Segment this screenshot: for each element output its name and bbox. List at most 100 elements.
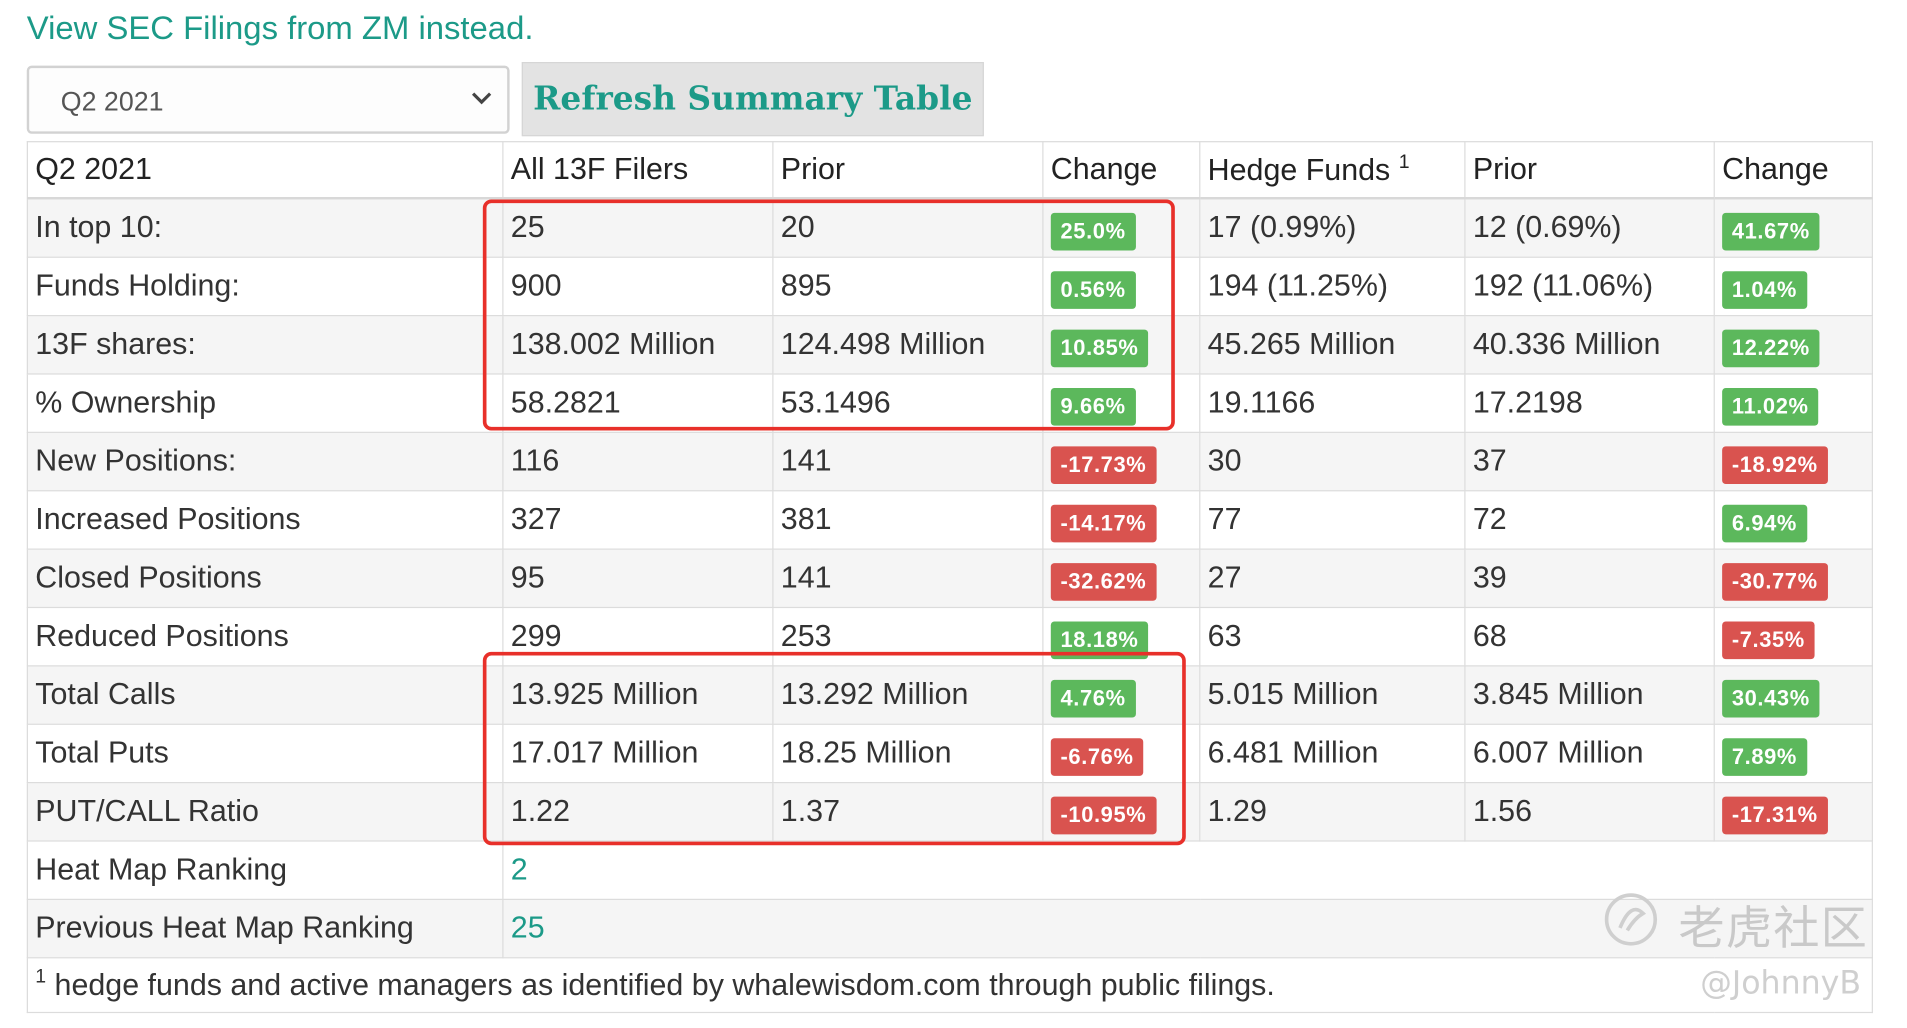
- hedge-funds-change-cell: 41.67%: [1713, 197, 1873, 258]
- hedge-funds-prior-value: 68: [1464, 606, 1715, 667]
- all-filers-value: 13.925 Million: [502, 665, 774, 725]
- hedge-funds-value: 5.015 Million: [1199, 665, 1466, 725]
- row-label: 13F shares:: [26, 314, 504, 375]
- hedge-funds-change-badge: 11.02%: [1722, 387, 1819, 426]
- hedge-funds-change-badge: 7.89%: [1722, 737, 1807, 776]
- header-hf-prior: Prior: [1464, 141, 1715, 200]
- previous-heat-map-ranking-label: Previous Heat Map Ranking: [26, 898, 504, 959]
- hedge-funds-prior-value: 40.336 Million: [1464, 314, 1715, 375]
- hedge-funds-prior-value: 3.845 Million: [1464, 665, 1715, 725]
- view-sec-filings-link[interactable]: View SEC Filings from ZM instead.: [26, 9, 534, 47]
- hedge-funds-value: 17 (0.99%): [1199, 197, 1466, 258]
- change-cell: -32.62%: [1042, 548, 1201, 609]
- hedge-funds-prior-value: 37: [1464, 431, 1715, 492]
- hedge-funds-prior-value: 6.007 Million: [1464, 723, 1715, 784]
- prior-value: 20: [772, 197, 1044, 258]
- prior-value: 13.292 Million: [772, 665, 1044, 725]
- hedge-funds-value: 30: [1199, 431, 1466, 492]
- change-cell: 9.66%: [1042, 373, 1201, 433]
- change-badge: -14.17%: [1050, 504, 1157, 542]
- hedge-funds-change-badge: -17.31%: [1722, 796, 1828, 834]
- table-row: Closed Positions 95 141 -32.62% 27 39 -30.77%: [26, 548, 1873, 609]
- table-row: Funds Holding: 900 895 0.56% 194 (11.25%) 192…: [26, 256, 1873, 317]
- hedge-funds-change-badge: 12.22%: [1722, 328, 1820, 367]
- row-label: New Positions:: [26, 431, 504, 492]
- quarter-select[interactable]: Q2 2021: [26, 65, 510, 134]
- header-change: Change: [1042, 141, 1201, 200]
- previous-heat-map-ranking-link[interactable]: 25: [510, 910, 545, 945]
- header-prior: Prior: [772, 141, 1044, 200]
- table-row: PUT/CALL Ratio 1.22 1.37 -10.95% 1.29 1.56 -17…: [26, 782, 1873, 842]
- summary-table: Q2 2021 All 13F Filers Prior Change Hedg…: [26, 141, 1873, 1014]
- heat-map-ranking-cell: 2: [502, 840, 1873, 900]
- change-badge: 9.66%: [1050, 387, 1136, 426]
- header-hf-change: Change: [1713, 141, 1873, 200]
- change-badge: 18.18%: [1050, 620, 1149, 659]
- change-badge: -6.76%: [1050, 737, 1144, 776]
- chevron-down-icon: [471, 92, 492, 105]
- watermark-logo-icon: [1604, 893, 1658, 946]
- footnote-text: hedge funds and active managers as ident…: [46, 968, 1275, 1003]
- hedge-funds-change-cell: -30.77%: [1713, 548, 1873, 609]
- quarter-select-value: Q2 2021: [60, 86, 164, 117]
- hedge-funds-value: 194 (11.25%): [1199, 256, 1466, 317]
- prior-value: 381: [772, 490, 1044, 550]
- hedge-funds-value: 1.29: [1199, 782, 1466, 842]
- prior-value: 53.1496: [772, 373, 1044, 433]
- hedge-funds-value: 77: [1199, 490, 1466, 550]
- header-hedge-funds: Hedge Funds 1: [1199, 141, 1466, 200]
- footnote-row: 1 hedge funds and active managers as ide…: [26, 957, 1873, 1014]
- change-badge: 25.0%: [1050, 212, 1136, 250]
- hedge-funds-change-cell: -18.92%: [1713, 431, 1873, 492]
- prior-value: 1.37: [772, 782, 1044, 842]
- hedge-funds-prior-value: 39: [1464, 548, 1715, 609]
- all-filers-value: 25: [502, 197, 774, 258]
- prior-value: 253: [772, 606, 1044, 667]
- row-label: In top 10:: [26, 197, 504, 258]
- all-filers-value: 58.2821: [502, 373, 774, 433]
- row-label: Increased Positions: [26, 490, 504, 550]
- prior-value: 141: [772, 548, 1044, 609]
- footnote: 1 hedge funds and active managers as ide…: [26, 957, 1873, 1014]
- hedge-funds-prior-value: 192 (11.06%): [1464, 256, 1715, 317]
- change-badge: -32.62%: [1050, 562, 1157, 601]
- table-row: % Ownership 58.2821 53.1496 9.66% 19.1166 17.…: [26, 373, 1873, 433]
- hedge-funds-change-badge: -18.92%: [1722, 445, 1828, 484]
- change-cell: 25.0%: [1042, 197, 1201, 258]
- prior-value: 124.498 Million: [772, 314, 1044, 375]
- hedge-funds-change-cell: 12.22%: [1713, 314, 1873, 375]
- row-label: % Ownership: [26, 373, 504, 433]
- prior-value: 18.25 Million: [772, 723, 1044, 784]
- previous-heat-map-ranking-row: Previous Heat Map Ranking 25: [26, 898, 1873, 959]
- hedge-funds-value: 63: [1199, 606, 1466, 667]
- hedge-funds-value: 19.1166: [1199, 373, 1466, 433]
- all-filers-value: 17.017 Million: [502, 723, 774, 784]
- hedge-funds-change-badge: -7.35%: [1722, 620, 1815, 659]
- row-label: PUT/CALL Ratio: [26, 782, 504, 842]
- heat-map-ranking-link[interactable]: 2: [510, 852, 528, 887]
- hedge-funds-change-cell: 7.89%: [1713, 723, 1873, 784]
- hedge-funds-prior-value: 17.2198: [1464, 373, 1715, 433]
- table-row: In top 10: 25 20 25.0% 17 (0.99%) 12 (0.69%) 4…: [26, 197, 1873, 258]
- header-all-13f-filers: All 13F Filers: [502, 141, 774, 200]
- header-quarter: Q2 2021: [26, 141, 504, 200]
- change-cell: 4.76%: [1042, 665, 1201, 725]
- hedge-funds-value: 27: [1199, 548, 1466, 609]
- change-badge: 0.56%: [1050, 270, 1136, 309]
- row-label: Total Calls: [26, 665, 504, 725]
- change-cell: -6.76%: [1042, 723, 1201, 784]
- table-row: Total Puts 17.017 Million 18.25 Million -6.…: [26, 723, 1873, 784]
- footnote-marker: 1: [1398, 151, 1410, 173]
- heat-map-ranking-row: Heat Map Ranking 2: [26, 840, 1873, 900]
- table-row: Increased Positions 327 381 -14.17% 77 72 6.94…: [26, 490, 1873, 550]
- header-hedge-funds-label: Hedge Funds: [1207, 152, 1391, 187]
- change-cell: 0.56%: [1042, 256, 1201, 317]
- table-header-row: Q2 2021 All 13F Filers Prior Change Hedg…: [26, 141, 1873, 200]
- all-filers-value: 95: [502, 548, 774, 609]
- hedge-funds-change-badge: 30.43%: [1722, 679, 1820, 717]
- row-label: Total Puts: [26, 723, 504, 784]
- refresh-summary-table-button[interactable]: Refresh Summary Table: [521, 62, 984, 137]
- all-filers-value: 116: [502, 431, 774, 492]
- row-label: Funds Holding:: [26, 256, 504, 317]
